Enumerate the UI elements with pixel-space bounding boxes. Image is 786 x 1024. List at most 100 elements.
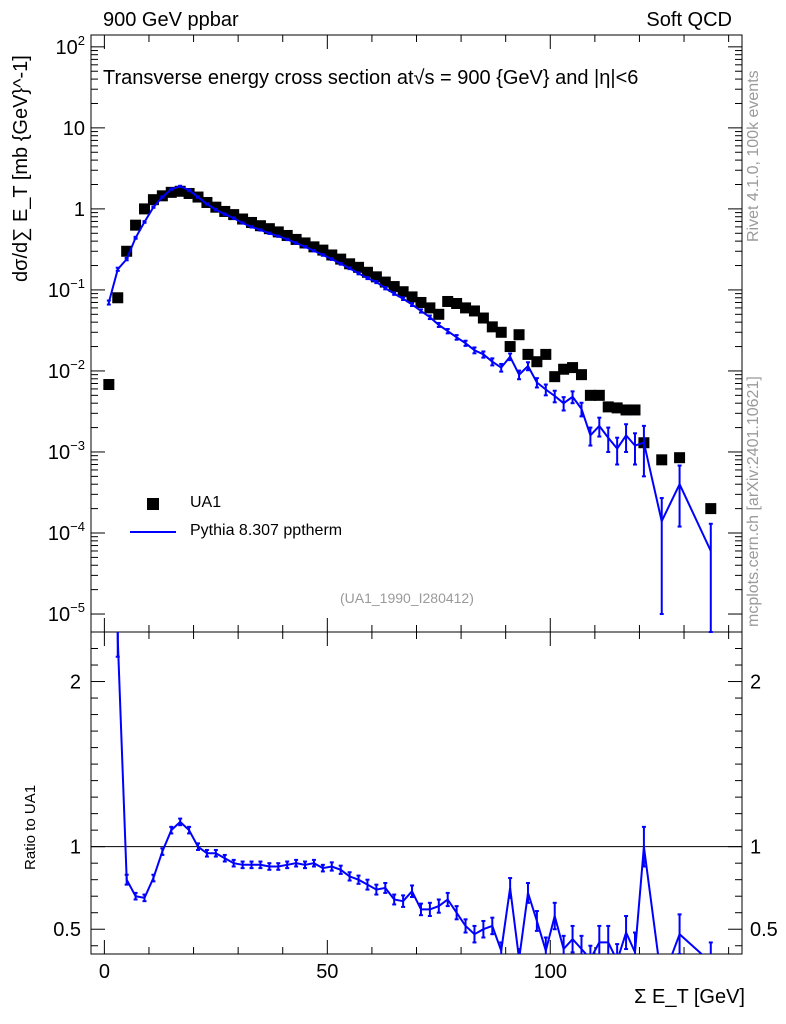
ratio-line (116, 632, 704, 954)
ua1-data-point (326, 249, 338, 261)
ua1-data-point (602, 401, 614, 413)
ua1-data-point (183, 187, 195, 199)
ua1-data-point (584, 389, 596, 401)
x-tick-label: 100 (534, 961, 567, 983)
main-y-tick-label: 1 (74, 199, 85, 221)
ua1-data-point (299, 237, 311, 249)
ua1-data-point (513, 329, 525, 341)
main-y-tick-label: 10−5 (48, 600, 85, 626)
main-y-tick-exponent: −5 (70, 600, 85, 615)
plot-title: Transverse energy cross section at√s = 9… (103, 67, 639, 89)
pythia-line (107, 185, 712, 552)
ratio-y-tick-label-right: 1 (750, 837, 761, 859)
legend-pythia-label: Pythia 8.307 pptherm (190, 522, 343, 539)
ua1-data-point (290, 233, 302, 245)
ua1-data-point (130, 219, 142, 231)
ua1-data-point (254, 220, 266, 232)
analysis-tag: (UA1_1990_I280412) (340, 590, 474, 606)
ratio-panel: 0 50 100 0.5 0.5 1 1 2 2 (53, 632, 778, 983)
ua1-data-point (575, 369, 587, 381)
main-y-tick-exponent: −1 (70, 276, 85, 291)
x-axis-title: Σ E_T [GeV] (634, 986, 745, 1008)
legend-ua1-label: UA1 (190, 494, 222, 511)
ua1-data-point (379, 276, 391, 288)
ua1-data-point (705, 503, 717, 515)
ua1-data-point (237, 213, 249, 225)
ua1-data-point (549, 371, 561, 383)
main-y-tick-exponent: −2 (70, 357, 85, 372)
main-y-tick-label: 10−3 (48, 438, 85, 464)
ua1-data-point (210, 201, 222, 213)
ua1-data-point (112, 292, 124, 304)
ua1-data-point (165, 186, 177, 198)
ua1-data-point (228, 209, 240, 221)
ua1-data-point (344, 258, 356, 270)
main-y-tick-exponent: 2 (78, 33, 85, 48)
ratio-y-tick-label: 1 (70, 837, 81, 859)
ua1-data-point (388, 281, 400, 293)
ratio-panel-frame (90, 631, 743, 955)
ua1-data-point (317, 244, 329, 256)
ratio-y-tick-label-right: 0.5 (750, 919, 778, 941)
ua1-data-point (370, 271, 382, 283)
ua1-data-point (674, 452, 686, 464)
main-y-tick-label: 102 (56, 33, 85, 59)
ua1-data-point (468, 305, 480, 317)
main-y-tick-exponent: −4 (70, 519, 85, 534)
ua1-data-point (424, 302, 436, 314)
ratio-y-tick-label: 2 (70, 672, 81, 694)
source-note: mcplots.cern.ch [arXiv:2401.10621] (745, 376, 762, 627)
ua1-data-point (335, 253, 347, 265)
main-y-tick-label: 10−2 (48, 357, 85, 383)
ua1-data-point (593, 389, 605, 401)
header-left-label: 900 GeV ppbar (103, 9, 239, 31)
ua1-data-point (121, 245, 133, 257)
ua1-data-point (353, 261, 365, 273)
ua1-data-point (442, 295, 454, 307)
main-y-axis-title: dσ/d∑ E_T [mb {GeV}^-1] (10, 55, 32, 282)
ua1-data-point (629, 404, 641, 416)
main-y-tick-exponent: −3 (70, 438, 85, 453)
ua1-data-point (272, 226, 284, 238)
ua1-data-point (611, 402, 623, 414)
ua1-data-point (308, 241, 320, 253)
ua1-data-point (174, 185, 186, 197)
ua1-data-point (477, 312, 489, 324)
ua1-data-point (620, 404, 632, 416)
main-y-tick-label: 10−1 (48, 276, 85, 302)
ua1-data-point (103, 379, 115, 391)
ua1-data-point (495, 326, 507, 338)
ua1-data-point (397, 286, 409, 298)
ratio-y-tick-label-right: 2 (750, 672, 761, 694)
ua1-data-point (451, 297, 463, 309)
rivet-note: Rivet 4.1.0, 100k events (745, 70, 762, 242)
ua1-data-point (361, 266, 373, 278)
header-right-label: Soft QCD (646, 9, 732, 31)
ratio-y-axis-title: Ratio to UA1 (22, 784, 39, 870)
ua1-data-point (281, 229, 293, 241)
ua1-data-point (406, 291, 418, 303)
ua1-data-point (433, 308, 445, 320)
x-tick-label: 50 (316, 961, 338, 983)
legend-ua1-marker (147, 498, 159, 510)
ratio-series-group (115, 632, 713, 954)
ua1-data-point (540, 348, 552, 360)
ua1-data-point (263, 223, 275, 235)
main-panel: 102 10 1 10−1 10−2 10−3 10−4 10−5 (48, 33, 742, 633)
main-y-tick-label: 10 (63, 118, 85, 140)
ratio-y-tick-label: 0.5 (53, 919, 81, 941)
main-y-tick-label: 10−4 (48, 519, 85, 545)
ua1-data-point (415, 296, 427, 308)
legend-pythia-line (130, 531, 176, 533)
ua1-data-point (139, 203, 151, 215)
main-panel-frame (90, 34, 743, 633)
ua1-data-point (486, 321, 498, 333)
ua1-data-point (504, 341, 516, 353)
ua1-data-point (522, 348, 534, 360)
ua1-data-point (656, 454, 668, 466)
ua1-data-point (219, 205, 231, 217)
ua1-data-point (246, 216, 258, 228)
ua1-data-point (147, 194, 159, 206)
ua1-data-point (567, 362, 579, 374)
